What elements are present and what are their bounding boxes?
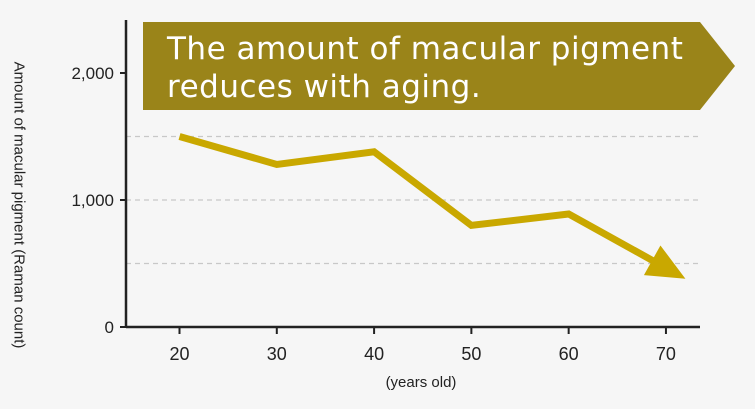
series-line <box>178 133 686 279</box>
x-tick-label-5: 70 <box>656 344 676 364</box>
title-banner: The amount of macular pigment reduces wi… <box>143 22 735 110</box>
chart-title-line-2: reduces with aging. <box>167 69 481 105</box>
x-ticks: 20 30 40 50 60 70 <box>169 327 676 364</box>
gridlines <box>126 135 700 265</box>
series-arrowhead <box>643 245 686 279</box>
axes <box>124 20 700 329</box>
x-axis-label: (years old) <box>386 374 457 391</box>
x-tick-label-2: 40 <box>364 344 384 364</box>
y-ticks: 0 1,000 2,000 <box>71 64 126 337</box>
x-tick-label-0: 20 <box>169 344 189 364</box>
x-tick-label-1: 30 <box>267 344 287 364</box>
y-tick-label-2: 2,000 <box>71 64 114 83</box>
y-axis-label: Amount of macular pigment (Raman count) <box>10 61 28 349</box>
series-polyline <box>178 133 656 265</box>
title-banner-shape <box>143 22 735 110</box>
x-tick-label-4: 60 <box>559 344 579 364</box>
y-tick-label-0: 0 <box>105 318 114 337</box>
chart-title-line-1: The amount of macular pigment <box>166 31 683 67</box>
y-tick-label-1: 1,000 <box>71 191 114 210</box>
x-tick-label-3: 50 <box>461 344 481 364</box>
